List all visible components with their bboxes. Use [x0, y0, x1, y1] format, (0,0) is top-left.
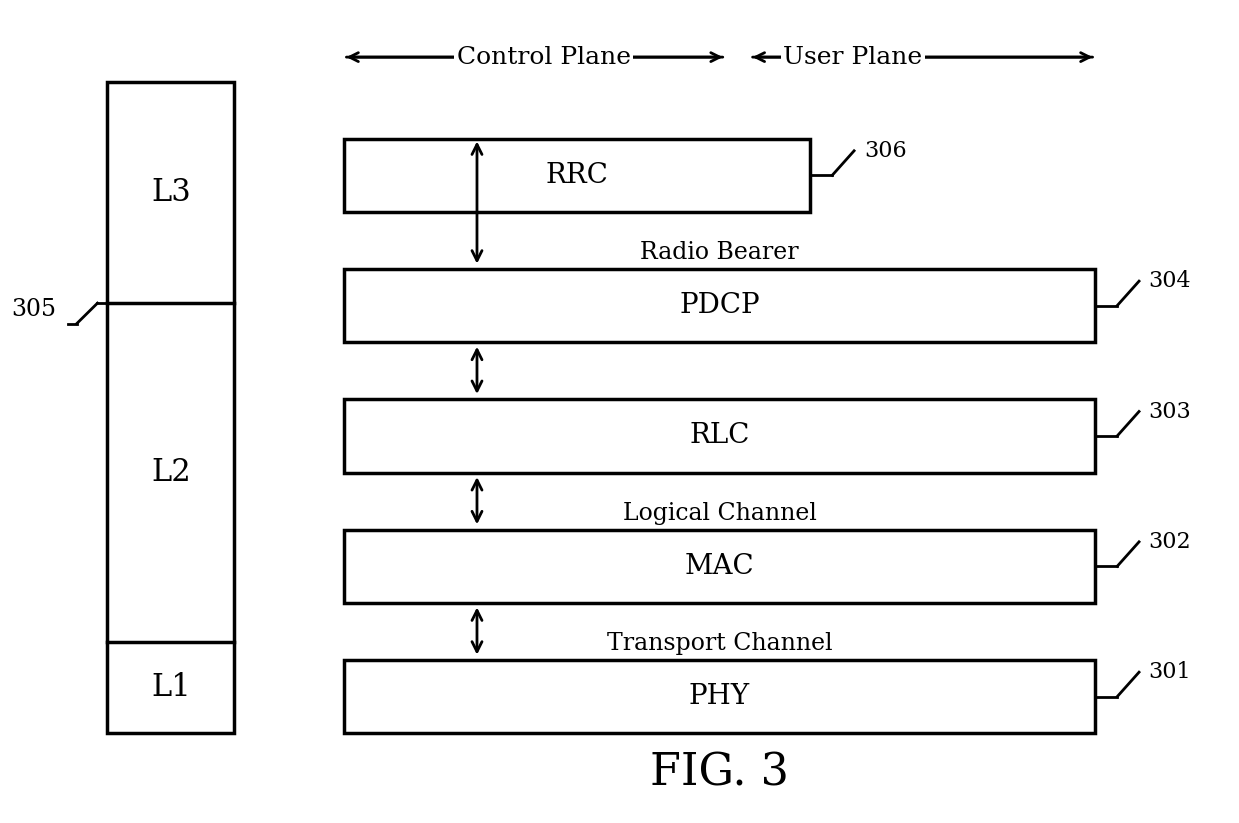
Text: 301: 301: [1149, 661, 1192, 683]
Text: 304: 304: [1149, 270, 1192, 292]
Text: L3: L3: [151, 177, 191, 208]
Text: Radio Bearer: Radio Bearer: [641, 241, 799, 264]
Text: 302: 302: [1149, 531, 1192, 553]
Text: RRC: RRC: [545, 162, 608, 188]
Text: 305: 305: [11, 298, 56, 321]
Text: MAC: MAC: [685, 553, 755, 579]
Bar: [343, 399, 1095, 472]
Bar: [343, 660, 1095, 733]
Text: PHY: PHY: [689, 683, 750, 710]
Text: L2: L2: [151, 457, 191, 488]
Text: Transport Channel: Transport Channel: [607, 632, 833, 655]
Text: FIG. 3: FIG. 3: [650, 751, 789, 794]
Text: RLC: RLC: [689, 422, 750, 449]
Text: Control Plane: Control Plane: [457, 45, 631, 68]
Bar: [343, 269, 1095, 342]
Text: 306: 306: [864, 140, 907, 162]
Text: L1: L1: [151, 672, 191, 703]
Bar: [107, 81, 234, 733]
Bar: [343, 530, 1095, 603]
Text: Logical Channel: Logical Channel: [622, 502, 817, 525]
Text: PDCP: PDCP: [679, 292, 760, 319]
Bar: [343, 138, 810, 212]
Text: 303: 303: [1149, 401, 1192, 422]
Text: User Plane: User Plane: [783, 45, 923, 68]
